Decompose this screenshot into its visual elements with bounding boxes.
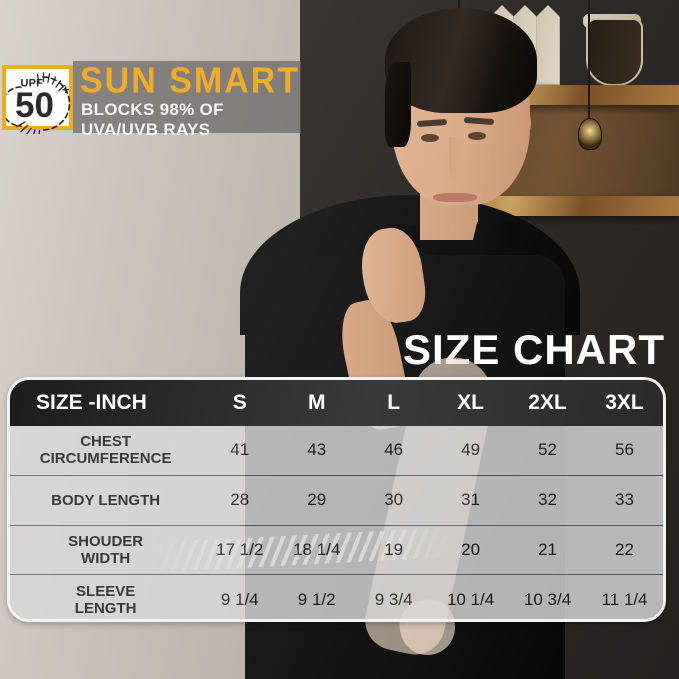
svg-text:+: + <box>62 82 70 97</box>
svg-text:50: 50 <box>15 86 54 125</box>
